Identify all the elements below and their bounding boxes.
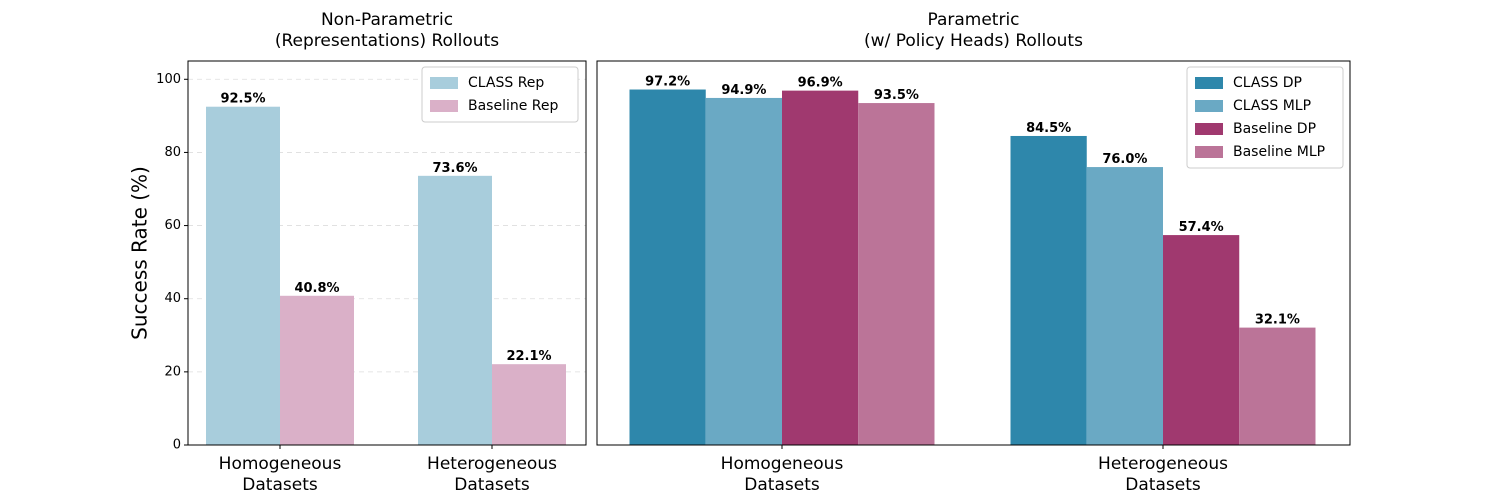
- left-data-label: 40.8%: [294, 281, 339, 296]
- right-bar: [1086, 167, 1163, 446]
- right-data-label: 32.1%: [1255, 313, 1300, 328]
- right-bar: [1163, 235, 1240, 445]
- y-axis-label: Success Rate (%): [128, 166, 152, 340]
- right-legend-swatch: [1195, 123, 1223, 135]
- left-title: Non-Parametric: [321, 10, 453, 30]
- right-bar: [858, 103, 935, 446]
- right-x-tick-label: Homogeneous Datasets: [721, 454, 844, 495]
- right-data-label: 84.5%: [1026, 121, 1071, 136]
- left-bar: [418, 175, 492, 445]
- left-bar: [280, 295, 354, 445]
- right-chart-panel: 97.2% 84.5% 94.9% 76.0% 96.9% 57.4% 93.5% 32.1%…: [596, 10, 1351, 495]
- left-axes-frame: [187, 60, 587, 446]
- right-bar: [1010, 135, 1087, 445]
- right-title: Parametric: [927, 10, 1019, 30]
- left-chart-panel: 92.5% 73.6% 40.8% 22.1% 0 20 40 60 80 100 Homogene…: [156, 10, 587, 495]
- left-legend-label: CLASS Rep: [468, 75, 544, 91]
- left-y-tick-label: 60: [164, 218, 181, 233]
- left-bar: [492, 364, 566, 445]
- right-legend-swatch: [1195, 146, 1223, 158]
- left-x-tick-label: Homogeneous Datasets: [219, 454, 342, 495]
- right-legend-box: [1186, 66, 1344, 169]
- right-legend-label: CLASS DP: [1233, 75, 1302, 91]
- right-legend-label: CLASS MLP: [1233, 98, 1311, 114]
- right-title: (w/ Policy Heads) Rollouts: [864, 31, 1083, 51]
- right-legend: CLASS DP CLASS MLP Baseline DP Baseline MLP: [1186, 66, 1344, 169]
- right-legend-label: Baseline DP: [1233, 121, 1316, 137]
- right-legend-swatch: [1195, 77, 1223, 89]
- left-legend-swatch: [430, 100, 458, 112]
- left-legend-box: [421, 66, 579, 123]
- right-data-label: 96.9%: [798, 76, 843, 91]
- right-data-label: 93.5%: [874, 88, 919, 103]
- left-bar: [206, 106, 280, 445]
- left-x-tick-label: Heterogeneous Datasets: [427, 454, 557, 495]
- right-axes-frame: [596, 60, 1351, 446]
- right-bar: [782, 90, 859, 445]
- right-bar: [705, 97, 782, 446]
- right-data-label: 97.2%: [645, 75, 690, 90]
- right-legend-swatch: [1195, 100, 1223, 112]
- left-legend: CLASS Rep Baseline Rep: [421, 66, 579, 123]
- left-y-tick-label: 20: [164, 364, 181, 379]
- right-data-label: 94.9%: [721, 83, 766, 98]
- left-y-tick-label: 0: [173, 438, 181, 453]
- right-bar: [1239, 327, 1316, 445]
- left-data-label: 22.1%: [506, 349, 551, 364]
- left-y-tick-label: 40: [164, 291, 181, 306]
- right-x-tick-label: Heterogeneous Datasets: [1098, 454, 1228, 495]
- left-data-label: 92.5%: [220, 92, 265, 107]
- left-title: (Representations) Rollouts: [275, 31, 499, 51]
- right-data-label: 57.4%: [1179, 220, 1224, 235]
- left-data-label: 73.6%: [432, 161, 477, 176]
- left-y-tick-label: 100: [156, 72, 181, 87]
- left-legend-label: Baseline Rep: [468, 98, 559, 114]
- left-y-tick-label: 80: [164, 145, 181, 160]
- right-data-label: 76.0%: [1102, 152, 1147, 167]
- right-bar: [629, 89, 706, 446]
- left-legend-swatch: [430, 77, 458, 89]
- right-legend-label: Baseline MLP: [1233, 144, 1325, 160]
